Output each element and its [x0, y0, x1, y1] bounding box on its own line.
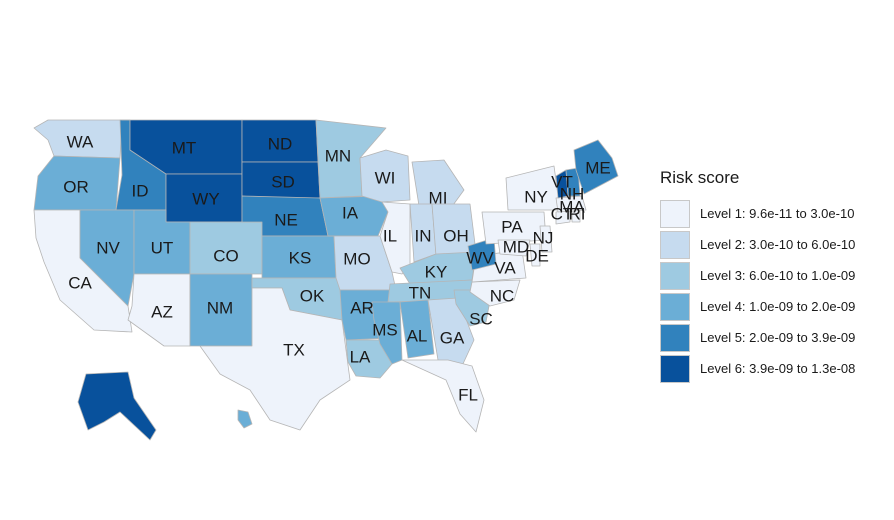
state-label-wv: WV [466, 249, 494, 268]
state-md [497, 239, 531, 257]
state-label-la: LA [350, 348, 371, 367]
legend-label: Level 1: 9.6e-11 to 3.0e-10 [700, 206, 855, 221]
state-label-sc: SC [469, 310, 493, 329]
legend-title: Risk score [660, 168, 740, 187]
state-label-id: ID [132, 182, 149, 201]
state-de [529, 243, 541, 267]
state-label-nm: NM [207, 299, 233, 318]
state-label-ca: CA [68, 274, 92, 293]
state-label-or: OR [63, 178, 89, 197]
state-label-in: IN [415, 227, 432, 246]
legend-item: Level 4: 1.0e-09 to 2.0e-09 [660, 291, 855, 322]
state-label-co: CO [213, 247, 239, 266]
state-label-wa: WA [67, 133, 94, 152]
state-nh [565, 167, 581, 197]
state-label-nc: NC [490, 287, 515, 306]
legend-rows: Level 1: 9.6e-11 to 3.0e-10 Level 2: 3.0e… [660, 198, 855, 384]
legend-swatch [660, 230, 690, 259]
states-layer [33, 119, 619, 441]
state-label-al: AL [407, 327, 428, 346]
state-label-ms: MS [372, 321, 398, 340]
state-wi [359, 149, 411, 203]
state-ak [77, 371, 157, 441]
state-label-de: DE [525, 247, 549, 266]
state-label-mt: MT [172, 139, 197, 158]
legend-swatch [660, 323, 690, 352]
state-label-me: ME [585, 159, 611, 178]
legend-item: Level 5: 2.0e-09 to 3.9e-09 [660, 322, 855, 353]
state-label-ne: NE [274, 211, 298, 230]
state-label-ok: OK [300, 287, 325, 306]
state-ga [427, 297, 475, 367]
legend-item: Level 1: 9.6e-11 to 3.0e-10 [660, 198, 855, 229]
legend-swatch [660, 292, 690, 321]
state-label-mi: MI [429, 189, 448, 208]
state-label-nh: NH [560, 185, 585, 204]
legend-label: Level 5: 2.0e-09 to 3.9e-09 [700, 330, 856, 345]
legend-label: Level 6: 3.9e-09 to 1.3e-08 [700, 361, 856, 376]
state-label-vt: VT [551, 173, 573, 192]
state-label-va: VA [494, 259, 516, 278]
state-hi [237, 409, 253, 429]
state-label-ia: IA [342, 204, 359, 223]
state-al [399, 299, 435, 359]
state-nc [469, 279, 521, 307]
state-fl [401, 359, 485, 433]
legend-item: Level 6: 3.9e-09 to 1.3e-08 [660, 353, 855, 384]
legend-label: Level 4: 1.0e-09 to 2.0e-09 [700, 299, 856, 314]
state-label-sd: SD [271, 173, 295, 192]
state-nj [539, 225, 553, 253]
state-label-tn: TN [409, 284, 432, 303]
state-label-wy: WY [192, 190, 219, 209]
legend-item: Level 3: 6.0e-10 to 1.0e-09 [660, 260, 855, 291]
legend-label: Level 2: 3.0e-10 to 6.0e-10 [700, 237, 856, 252]
state-label-mn: MN [325, 147, 351, 166]
legend-label: Level 3: 6.0e-10 to 1.0e-09 [700, 268, 856, 283]
state-label-pa: PA [501, 218, 523, 237]
state-label-fl: FL [458, 386, 478, 405]
state-label-ky: KY [425, 263, 448, 282]
state-label-nv: NV [96, 239, 120, 258]
state-label-ga: GA [440, 329, 465, 348]
state-label-ma: MA [559, 198, 585, 217]
legend-item: Level 2: 3.0e-10 to 6.0e-10 [660, 229, 855, 260]
state-label-wi: WI [375, 169, 396, 188]
state-il [379, 201, 411, 275]
state-label-ks: KS [289, 249, 312, 268]
state-label-nd: ND [268, 135, 293, 154]
state-tx [199, 287, 351, 431]
state-label-az: AZ [151, 303, 173, 322]
state-me [573, 139, 619, 195]
state-label-ct: CT [551, 205, 574, 224]
state-label-mo: MO [343, 250, 370, 269]
state-label-il: IL [383, 227, 397, 246]
labels-layer: WA OR CA ID NV MT WY UT AZ CO NM ND SD NE KS OK TX MN IA MO… [63, 133, 611, 405]
legend-swatch [660, 199, 690, 228]
state-label-ny: NY [524, 188, 548, 207]
legend: Risk score Level 1: 9.6e-11 to 3.0e-10 Le… [660, 168, 855, 384]
state-label-md: MD [503, 238, 529, 257]
state-label-oh: OH [443, 227, 469, 246]
state-label-ar: AR [350, 299, 374, 318]
state-label-ri: RI [569, 205, 586, 224]
legend-swatch [660, 354, 690, 383]
legend-swatch [660, 261, 690, 290]
state-ma [555, 195, 587, 213]
state-label-ut: UT [151, 239, 174, 258]
state-label-nj: NJ [533, 229, 554, 248]
state-label-tx: TX [283, 341, 305, 360]
